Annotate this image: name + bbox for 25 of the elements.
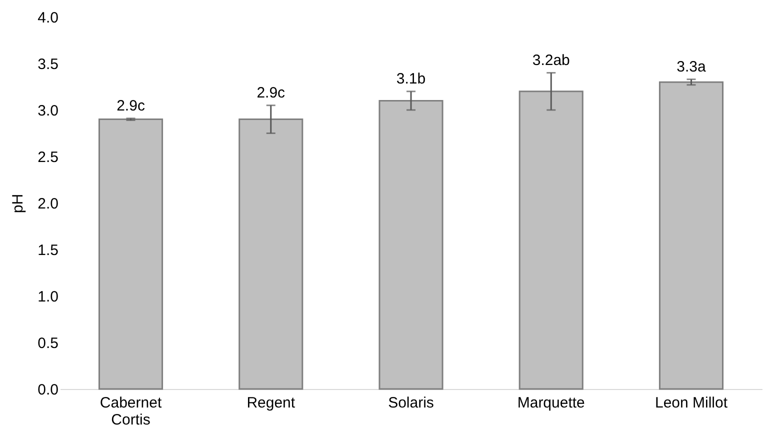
data-label: 3.3a xyxy=(676,58,706,76)
x-tick-label: Solaris xyxy=(388,394,434,412)
data-label: 3.2ab xyxy=(532,52,570,69)
y-tick-label: 0.0 xyxy=(38,382,58,398)
bar xyxy=(98,118,164,390)
y-tick-label: 4.0 xyxy=(38,10,58,26)
bar xyxy=(378,100,444,390)
bar xyxy=(658,81,724,390)
bar xyxy=(518,90,584,390)
data-label: 2.9c xyxy=(116,97,146,114)
y-tick-label: 0.5 xyxy=(38,335,58,352)
y-tick-label: 1.5 xyxy=(38,242,58,259)
y-tick-label: 2.5 xyxy=(38,149,58,166)
y-tick-label: 3.5 xyxy=(38,56,58,73)
data-label: 3.1b xyxy=(396,70,426,88)
x-tick-label: Cabernet Cortis xyxy=(100,394,162,428)
x-tick-label: Regent xyxy=(246,394,296,412)
y-tick-label: 2.0 xyxy=(38,196,58,212)
y-axis-title: pH xyxy=(10,194,27,214)
x-tick-label: Leon Millot xyxy=(654,394,728,412)
bar xyxy=(238,118,304,390)
y-tick-label: 3.0 xyxy=(38,102,58,120)
x-tick-label: Marquette xyxy=(517,394,585,412)
data-label: 2.9c xyxy=(256,84,286,102)
y-tick-label: 1.0 xyxy=(38,288,58,306)
